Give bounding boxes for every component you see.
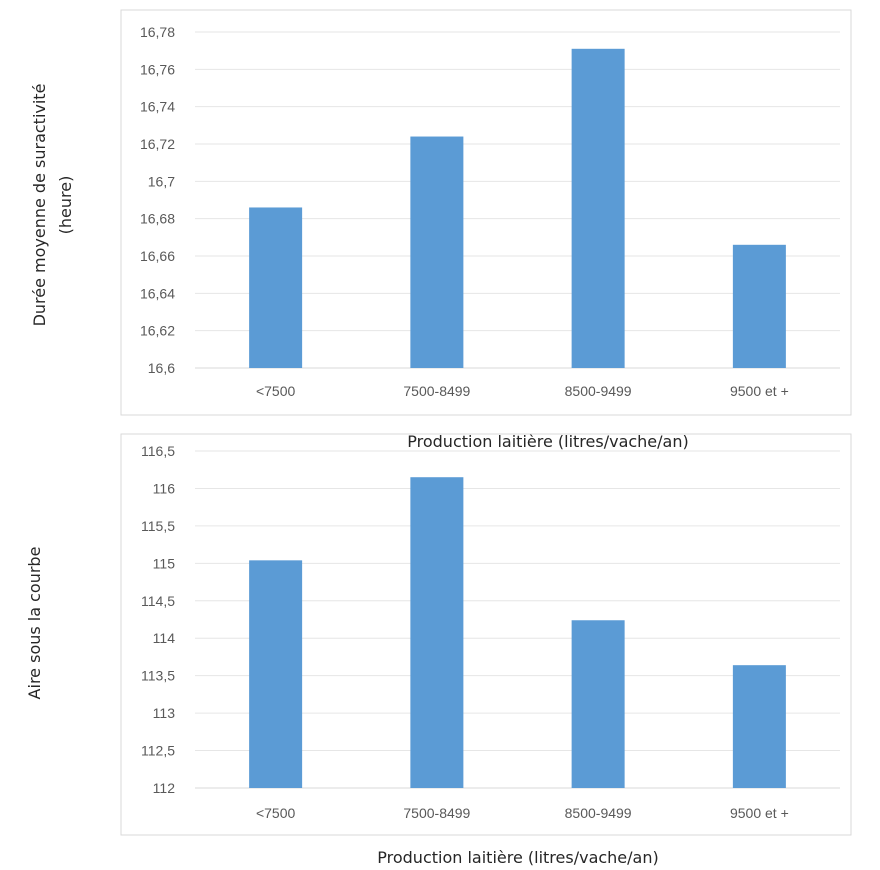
y-tick-label: 116,5 [141, 443, 175, 459]
bar [571, 48, 625, 369]
x-category-label: 8500-9499 [565, 383, 632, 399]
y-tick-label: 16,7 [148, 173, 175, 189]
y-axis-title: Aire sous la courbe [25, 547, 44, 700]
y-tick-label: 16,68 [140, 211, 175, 227]
x-axis-title-background [258, 416, 850, 466]
y-tick-label: 16,76 [140, 61, 175, 77]
chart-area-border [120, 433, 852, 836]
y-tick-label: 16,72 [140, 136, 175, 152]
y-tick-label: 115,5 [141, 518, 175, 534]
x-category-labels: <7500 7500-8499 8500-9499 9500 et + [256, 383, 789, 399]
y-tick-label: 16,6 [148, 360, 175, 376]
x-category-label: 7500-8499 [403, 805, 470, 821]
chart-overactivity-duration: 16,6 16,62 16,64 16,66 16,68 16,7 16,72 16,74 16… [30, 9, 852, 466]
chart-area-border [120, 9, 852, 416]
bar [732, 244, 786, 368]
bar [410, 136, 464, 368]
y-tick-label: 16,64 [140, 285, 175, 301]
y-axis-title-line: Aire sous la courbe [25, 547, 44, 700]
x-category-label: 7500-8499 [403, 383, 470, 399]
bar-series [249, 48, 786, 369]
bar [410, 477, 464, 788]
y-tick-labels: 16,6 16,62 16,64 16,66 16,68 16,7 16,72 16,74 16… [140, 24, 175, 376]
y-tick-label: 112 [153, 780, 176, 796]
y-tick-label: 16,66 [140, 248, 175, 264]
x-category-label: <7500 [256, 805, 296, 821]
y-tick-label: 116 [153, 480, 176, 496]
y-tick-label: 114 [153, 630, 176, 646]
y-tick-label: 115 [153, 555, 176, 571]
x-axis-title: Production laitière (litres/vache/an) [407, 432, 688, 451]
bar-series [249, 477, 786, 788]
bar [249, 560, 303, 788]
bar [571, 620, 625, 788]
y-axis-title: Durée moyenne de suractivité (heure) [30, 84, 75, 327]
y-tick-label: 16,62 [140, 323, 175, 339]
chart-area-under-curve: 112 112,5 113 113,5 114 114,5 115 115,5 116 116,5… [25, 433, 852, 867]
x-category-label: <7500 [256, 383, 296, 399]
x-category-label: 9500 et + [730, 805, 789, 821]
x-category-labels: <7500 7500-8499 8500-9499 9500 et + [256, 805, 789, 821]
y-tick-labels: 112 112,5 113 113,5 114 114,5 115 115,5 116 116,5 [141, 443, 175, 796]
bar [249, 207, 303, 368]
y-axis-title-line: (heure) [56, 176, 75, 235]
x-axis-title: Production laitière (litres/vache/an) [377, 848, 658, 867]
y-tick-label: 16,74 [140, 99, 175, 115]
x-category-label: 8500-9499 [565, 805, 632, 821]
y-tick-label: 113,5 [141, 668, 175, 684]
y-tick-label: 114,5 [141, 593, 175, 609]
y-tick-label: 113 [153, 705, 176, 721]
bar [732, 665, 786, 788]
y-tick-label: 112,5 [141, 743, 175, 759]
x-category-label: 9500 et + [730, 383, 789, 399]
gridlines [195, 31, 840, 369]
y-axis-title-line: Durée moyenne de suractivité [30, 84, 49, 327]
y-tick-label: 16,78 [140, 24, 175, 40]
gridlines [195, 450, 840, 789]
